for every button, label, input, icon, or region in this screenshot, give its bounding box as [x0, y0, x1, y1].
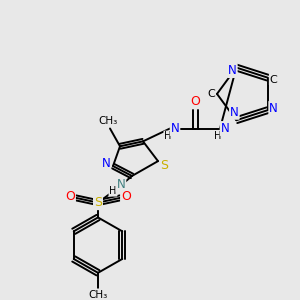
Text: S: S: [94, 196, 102, 209]
Text: CH₃: CH₃: [88, 290, 108, 300]
Text: O: O: [190, 95, 200, 108]
Text: N: N: [228, 64, 237, 77]
Text: H: H: [214, 131, 222, 141]
Text: N: N: [220, 122, 230, 135]
Text: N: N: [117, 178, 125, 191]
Text: H: H: [164, 131, 172, 141]
Text: C: C: [207, 89, 215, 99]
Text: C: C: [270, 75, 278, 85]
Text: O: O: [121, 190, 131, 203]
Text: S: S: [160, 159, 168, 172]
Text: N: N: [230, 106, 239, 119]
Text: N: N: [269, 102, 278, 115]
Text: O: O: [65, 190, 75, 203]
Text: CH₃: CH₃: [98, 116, 118, 126]
Text: N: N: [171, 122, 179, 135]
Text: N: N: [102, 157, 110, 169]
Text: H: H: [109, 186, 117, 196]
